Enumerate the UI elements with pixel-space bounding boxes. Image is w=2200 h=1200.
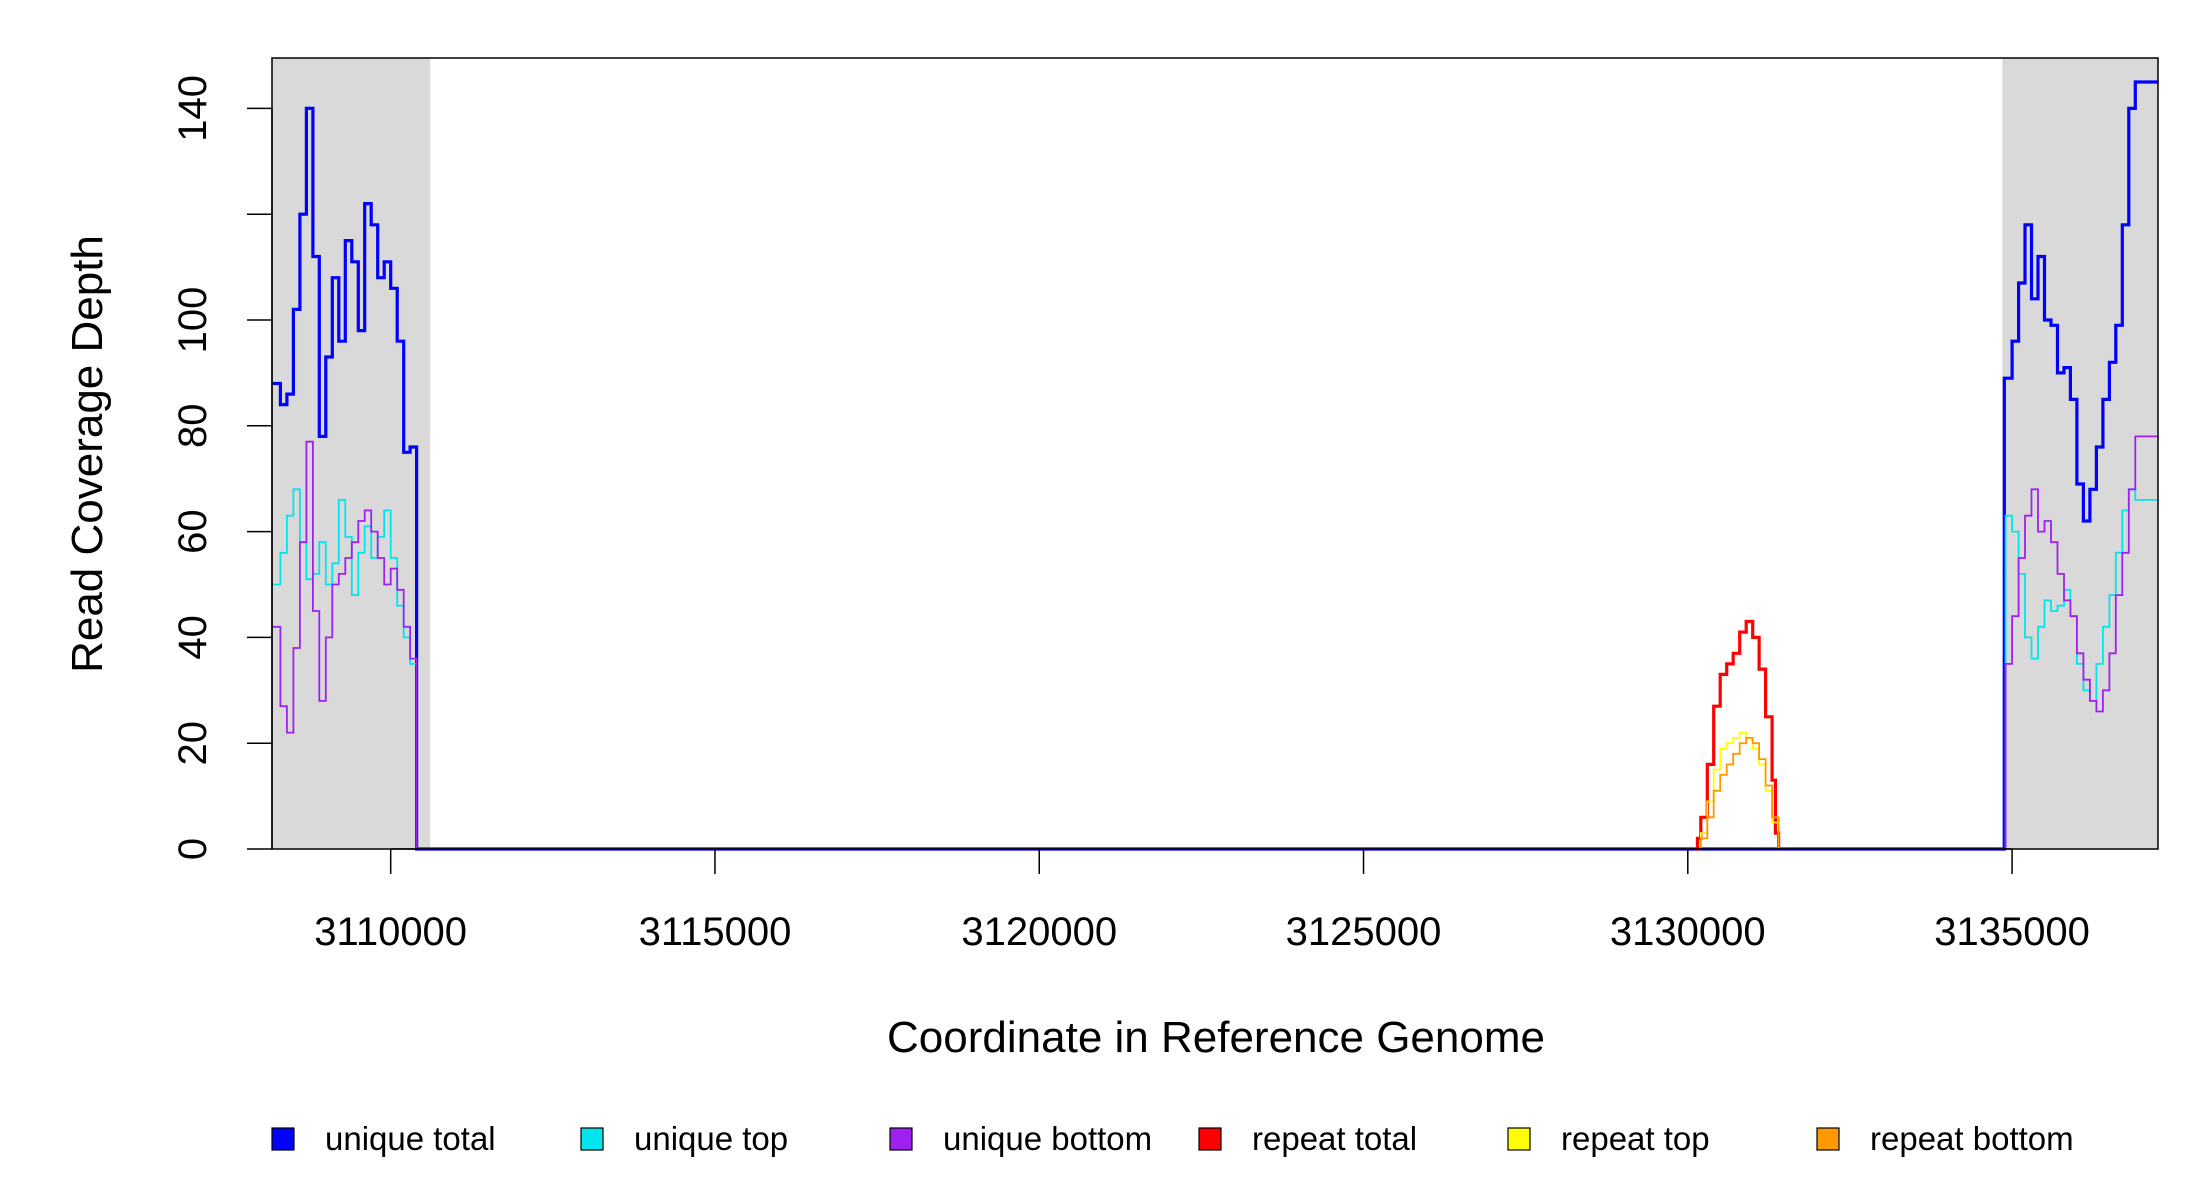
x-tick-label: 3135000 <box>1934 910 2090 954</box>
x-tick-label: 3110000 <box>314 910 467 954</box>
legend-swatch-repeat-bottom <box>1816 1127 1840 1151</box>
y-axis: 0 20 40 60 80 100 140 <box>171 75 273 860</box>
legend-swatch-unique-bottom <box>889 1127 913 1151</box>
legend-label-repeat-bottom: repeat bottom <box>1870 1120 2074 1157</box>
y-tick-label: 60 <box>171 509 215 554</box>
series-line-unique-top <box>272 488 2158 850</box>
series-lines <box>272 80 2158 851</box>
y-tick-label: 20 <box>171 721 215 766</box>
plot-frame <box>271 57 2159 850</box>
x-tick-label: 3130000 <box>1610 910 1766 954</box>
legend-swatch-unique-total <box>271 1127 295 1151</box>
y-tick-label: 100 <box>171 287 215 354</box>
legend-swatch-unique-top <box>580 1127 604 1151</box>
legend-label-unique-bottom: unique bottom <box>943 1120 1152 1157</box>
legend-label-repeat-total: repeat total <box>1252 1120 1417 1157</box>
x-tick-label: 3125000 <box>1286 910 1442 954</box>
legend-swatch-repeat-total <box>1198 1127 1222 1151</box>
legend-label-unique-total: unique total <box>325 1120 496 1157</box>
series-line-unique-bottom <box>272 435 2158 850</box>
legend: unique total unique top unique bottom repea… <box>271 1120 2074 1157</box>
shaded-region-1 <box>2002 58 2158 849</box>
series-line-repeat-bottom <box>1695 737 1780 850</box>
y-tick-label: 140 <box>171 75 215 142</box>
y-tick-label: 0 <box>171 838 215 860</box>
legend-swatch-repeat-top <box>1507 1127 1531 1151</box>
y-tick-label: 80 <box>171 404 215 449</box>
series-line-unique-total <box>272 80 2158 851</box>
legend-label-unique-top: unique top <box>634 1120 788 1157</box>
x-tick-label: 3115000 <box>639 910 792 954</box>
x-axis: 3110000 3115000 3120000 3125000 3130000 31350… <box>314 848 2090 954</box>
y-axis-title: Read Coverage Depth <box>63 235 112 673</box>
x-axis-title: Coordinate in Reference Genome <box>887 1013 1545 1062</box>
legend-label-repeat-top: repeat top <box>1561 1120 1710 1157</box>
shaded-regions <box>272 58 2158 849</box>
x-tick-label: 3120000 <box>961 910 1117 954</box>
y-tick-label: 40 <box>171 615 215 660</box>
